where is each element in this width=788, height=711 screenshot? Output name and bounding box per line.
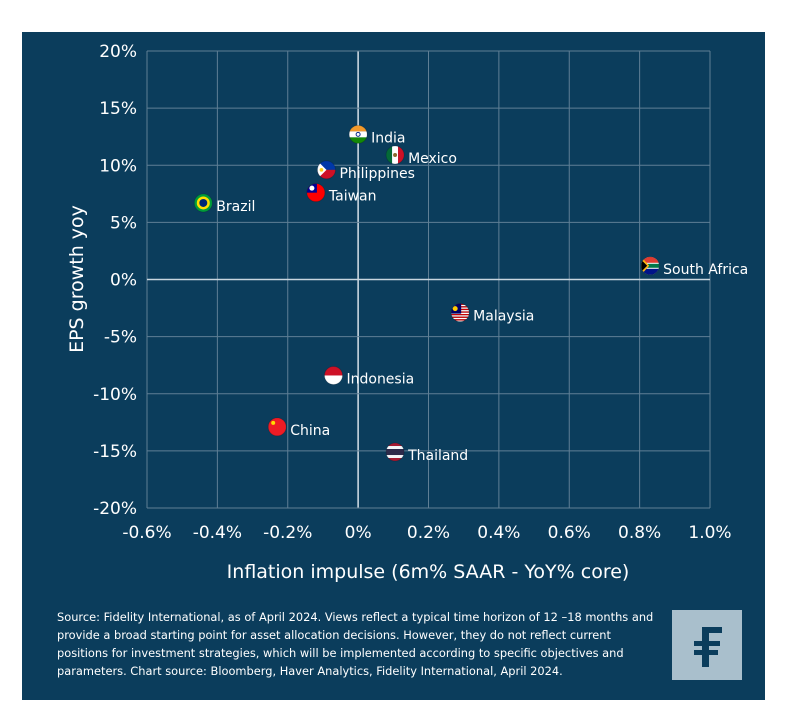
point-label: Thailand	[407, 448, 468, 464]
point-label: Malaysia	[473, 309, 534, 325]
y-tick-label: 20%	[99, 42, 137, 62]
data-point-taiwan: Taiwan	[306, 183, 377, 205]
data-point-india: India	[348, 124, 405, 146]
data-point-brazil: Brazil	[193, 193, 255, 215]
y-tick-label: 0%	[110, 271, 137, 291]
china-flag-icon	[267, 417, 287, 437]
fidelity-f-icon	[694, 627, 722, 667]
mexico-flag-icon	[385, 145, 405, 165]
y-tick-label: -10%	[93, 385, 137, 405]
x-tick-label: 0.2%	[407, 523, 450, 543]
point-label: China	[290, 423, 330, 439]
south-africa-flag-icon	[640, 256, 660, 276]
data-point-malaysia: Malaysia	[450, 303, 534, 325]
x-tick-label: 1.0%	[688, 523, 731, 543]
data-point-philippines: Philippines	[316, 160, 415, 182]
x-axis-label: Inflation impulse (6m% SAAR - YoY% core)	[227, 561, 630, 583]
x-tick-label: 0.8%	[618, 523, 661, 543]
y-tick-label: 5%	[110, 213, 137, 233]
point-label: Taiwan	[328, 189, 377, 205]
x-tick-label: -0.2%	[263, 523, 312, 543]
point-label: Philippines	[339, 166, 414, 182]
y-tick-label: -20%	[93, 499, 137, 519]
point-label: India	[371, 130, 405, 146]
y-tick-label: -5%	[104, 328, 137, 348]
y-axis-label: EPS growth yoy	[66, 205, 88, 353]
malaysia-flag-icon	[450, 303, 470, 323]
data-point-china: China	[267, 417, 330, 439]
point-label: Brazil	[216, 199, 255, 215]
point-label: South Africa	[663, 262, 748, 278]
y-tick-label: -15%	[93, 442, 137, 462]
indonesia-flag-icon	[323, 365, 343, 385]
philippines-flag-icon	[316, 160, 336, 180]
chart-panel	[22, 32, 765, 700]
data-point-thailand: Thailand	[385, 442, 468, 464]
fidelity-logo	[672, 610, 742, 680]
taiwan-flag-icon	[306, 183, 326, 203]
data-point-indonesia: Indonesia	[323, 365, 414, 387]
india-flag-icon	[348, 124, 368, 144]
brazil-flag-icon	[193, 193, 213, 213]
thailand-flag-icon	[385, 442, 405, 462]
data-point-mexico: Mexico	[385, 145, 457, 167]
data-point-south-africa: South Africa	[640, 256, 748, 278]
point-label: Mexico	[408, 151, 457, 167]
y-tick-label: 10%	[99, 156, 137, 176]
y-tick-label: 15%	[99, 99, 137, 119]
x-tick-label: 0.6%	[548, 523, 591, 543]
x-tick-label: 0.4%	[477, 523, 520, 543]
source-note: Source: Fidelity International, as of Ap…	[57, 610, 654, 678]
x-tick-label: 0%	[345, 523, 372, 543]
x-tick-label: -0.6%	[122, 523, 171, 543]
x-tick-label: -0.4%	[193, 523, 242, 543]
point-label: Indonesia	[346, 371, 414, 387]
